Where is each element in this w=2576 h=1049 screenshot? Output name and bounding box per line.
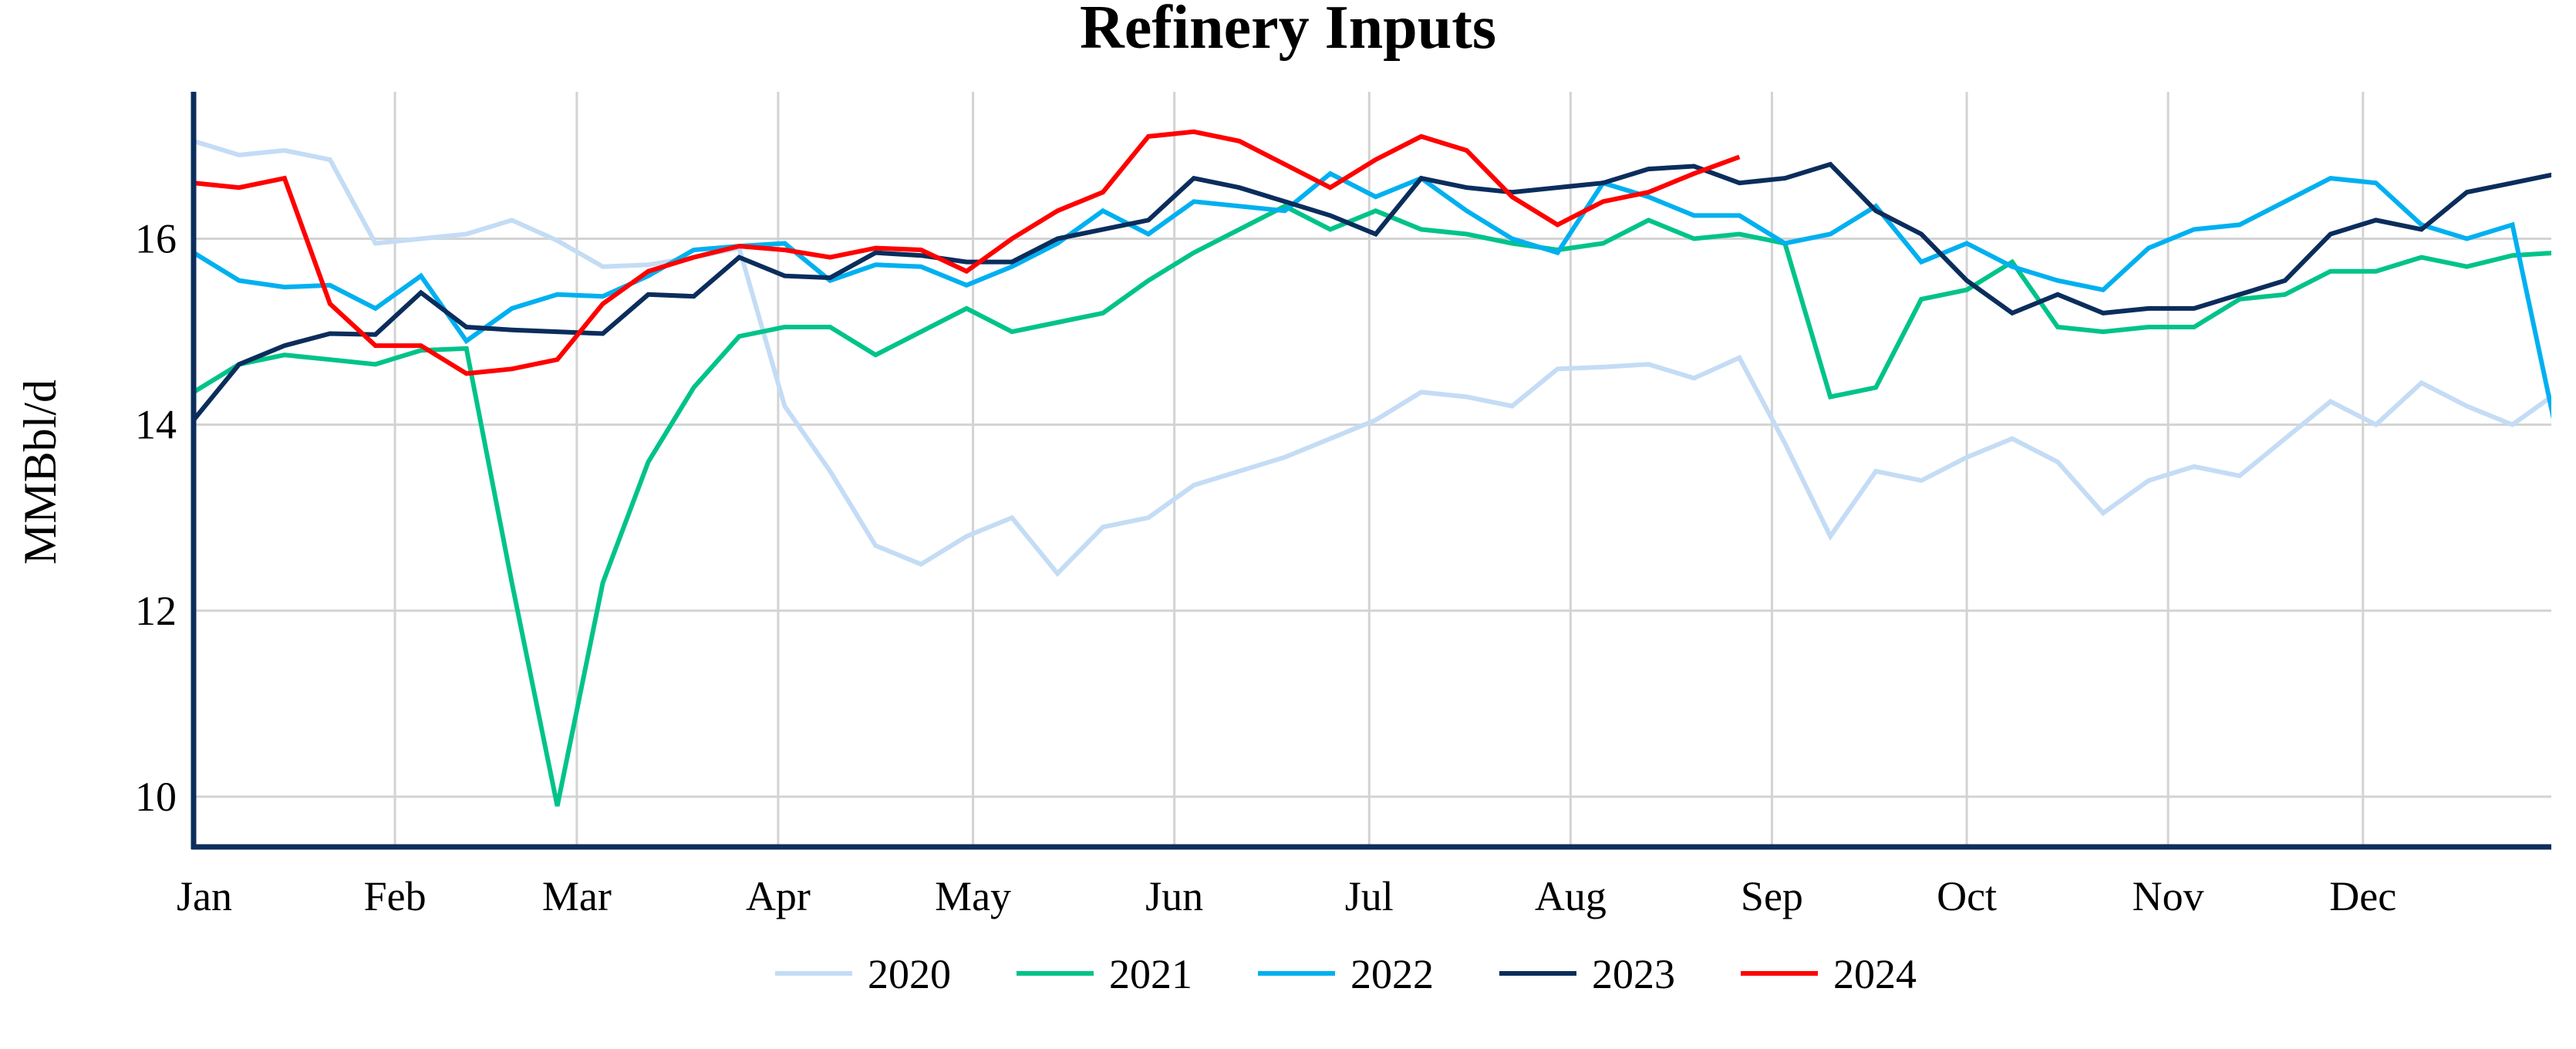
series-line-2023 — [194, 161, 2551, 422]
y-tick-label: 12 — [135, 588, 177, 634]
x-tick-label: Jun — [1145, 873, 1203, 919]
x-tick-label: Dec — [2329, 873, 2396, 919]
legend-item-2021: 2021 — [1017, 951, 1192, 997]
legend-item-2020: 2020 — [775, 951, 951, 997]
series-line-2022 — [194, 170, 2551, 420]
x-tick-label: May — [935, 873, 1011, 919]
y-tick-labels: 10 12 14 16 — [135, 215, 177, 819]
chart-title: Refinery Inputs — [1080, 0, 1496, 62]
y-tick-label: 14 — [135, 402, 177, 448]
series-line-2024 — [194, 129, 1741, 376]
x-tick-label: Mar — [542, 873, 612, 919]
legend-label: 2021 — [1109, 951, 1192, 997]
y-tick-label: 10 — [135, 774, 177, 820]
x-tick-label: Oct — [1937, 873, 1997, 919]
axes — [191, 92, 2551, 850]
x-tick-label: Sep — [1741, 873, 1803, 919]
legend-label: 2023 — [1592, 951, 1675, 997]
legend-item-2024: 2024 — [1741, 951, 1917, 997]
x-tick-label: Aug — [1535, 873, 1607, 919]
series-line-2020 — [194, 139, 2551, 577]
series-line-2021 — [194, 203, 2551, 807]
legend-label: 2024 — [1833, 951, 1917, 997]
x-tick-label: Jul — [1345, 873, 1394, 919]
x-tick-label: Feb — [364, 873, 427, 919]
series-lines — [194, 129, 2551, 807]
x-tick-labels: Jan Feb Mar Apr May Jun Jul Aug Sep Oct Nov Dec — [177, 873, 2396, 919]
y-axis-label: MMBbl/d — [15, 379, 66, 565]
x-tick-label: Nov — [2133, 873, 2204, 919]
legend-label: 2020 — [868, 951, 951, 997]
legend-item-2023: 2023 — [1499, 951, 1675, 997]
legend: 2020 2021 2022 2023 2024 — [775, 951, 1917, 997]
y-tick-label: 16 — [135, 215, 177, 261]
legend-label: 2022 — [1350, 951, 1434, 997]
x-tick-label: Jan — [177, 873, 232, 919]
legend-item-2022: 2022 — [1258, 951, 1434, 997]
x-tick-label: Apr — [746, 873, 811, 919]
